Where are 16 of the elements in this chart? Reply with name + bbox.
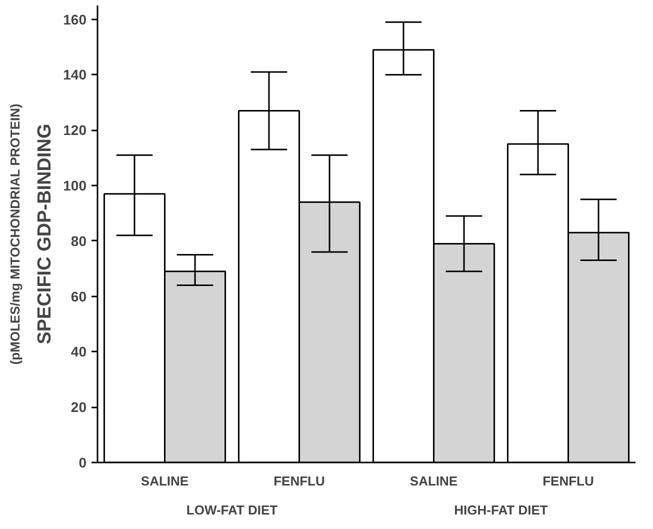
y-tick-label: 0 bbox=[78, 454, 87, 470]
text: LOW-FAT DIET bbox=[186, 502, 278, 518]
x-tick-label: SALINE bbox=[410, 474, 458, 488]
x-tick-label: SALINE bbox=[140, 474, 189, 488]
y-tick-label: 80 bbox=[70, 232, 87, 249]
x-tick-label: FENFLU bbox=[542, 474, 594, 488]
y-tick-label: 140 bbox=[63, 66, 87, 83]
y-tick-label: 100 bbox=[63, 178, 87, 194]
y-tick-label: 160 bbox=[63, 11, 87, 28]
y-tick-label: 60 bbox=[70, 288, 87, 304]
y-axis-title: SPECIFIC GDP-BINDING (pMOLES/mg MITOCHONDRIAL PROTEIN) bbox=[8, 104, 56, 365]
text: HIGH-FAT DIET bbox=[454, 502, 548, 518]
y-tick-label: 20 bbox=[70, 399, 87, 416]
y-tick-label: 40 bbox=[70, 344, 87, 360]
x-tick-label: FENFLU bbox=[274, 474, 325, 488]
y-tick-label: 120 bbox=[63, 122, 87, 138]
